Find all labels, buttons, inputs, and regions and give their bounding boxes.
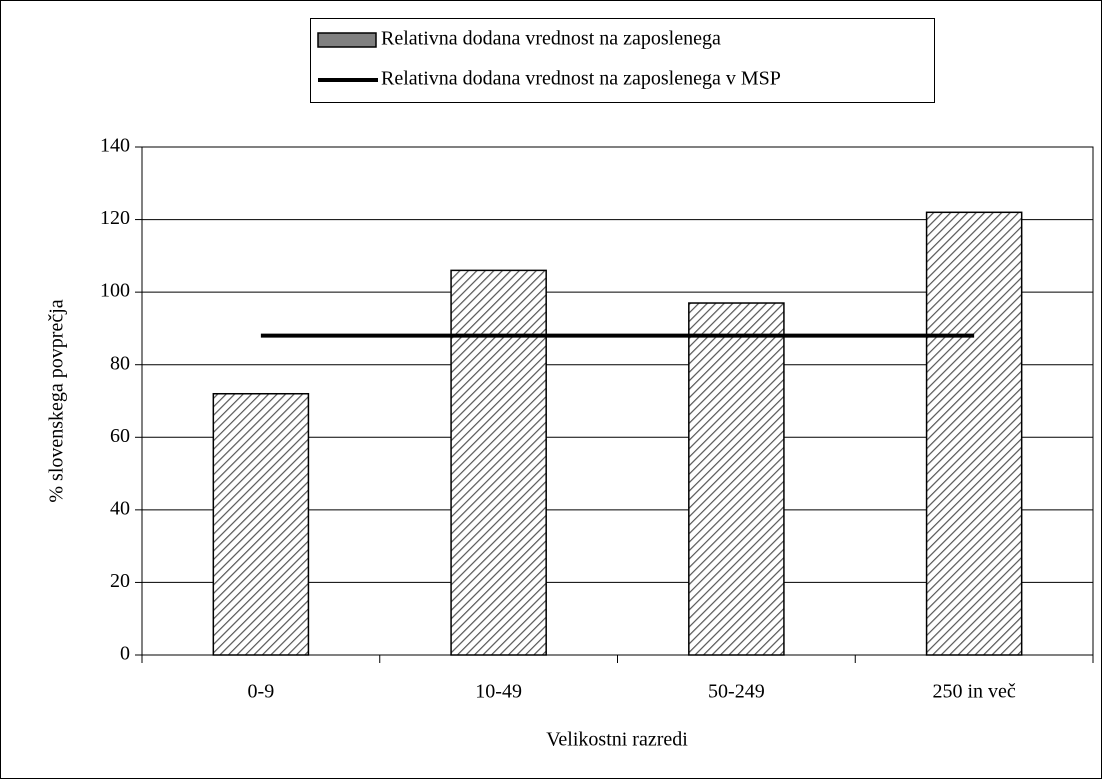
y-tick-label: 100 [100, 280, 130, 302]
legend [310, 18, 935, 103]
y-tick-label: 60 [110, 425, 130, 447]
y-tick-label: 80 [110, 352, 130, 374]
legend-box [310, 18, 935, 103]
legend-swatch [317, 32, 377, 48]
bar [688, 302, 785, 656]
y-tick-label: 40 [110, 497, 130, 519]
bar [212, 392, 310, 656]
bar [450, 269, 547, 656]
x-tick-label: 50-249 [708, 681, 765, 703]
bar [925, 211, 1023, 656]
y-axis-label: % slovenskega povprečja [46, 299, 68, 502]
x-tick-label: 0-9 [248, 681, 275, 703]
y-tick-label: 0 [120, 643, 130, 665]
legend-label: Relativna dodana vrednost na zaposlenega [381, 28, 721, 50]
legend-label: Relativna dodana vrednost na zaposlenega… [381, 68, 781, 90]
x-tick-label: 10-49 [475, 681, 522, 703]
y-tick-label: 120 [100, 207, 130, 229]
y-tick-label: 140 [100, 135, 130, 157]
x-tick-label: 250 in več [932, 681, 1015, 703]
y-tick-label: 20 [110, 570, 130, 592]
x-axis-label: Velikostni razredi [546, 729, 688, 751]
